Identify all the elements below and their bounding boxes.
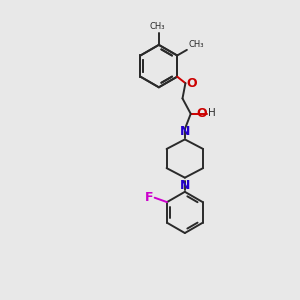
Text: CH₃: CH₃: [150, 22, 165, 31]
Text: O: O: [186, 77, 197, 90]
Text: N: N: [180, 179, 190, 192]
Text: CH₃: CH₃: [188, 40, 204, 49]
Text: N: N: [180, 125, 190, 138]
Text: O: O: [196, 107, 207, 120]
Text: H: H: [208, 109, 216, 118]
Text: F: F: [145, 190, 154, 204]
